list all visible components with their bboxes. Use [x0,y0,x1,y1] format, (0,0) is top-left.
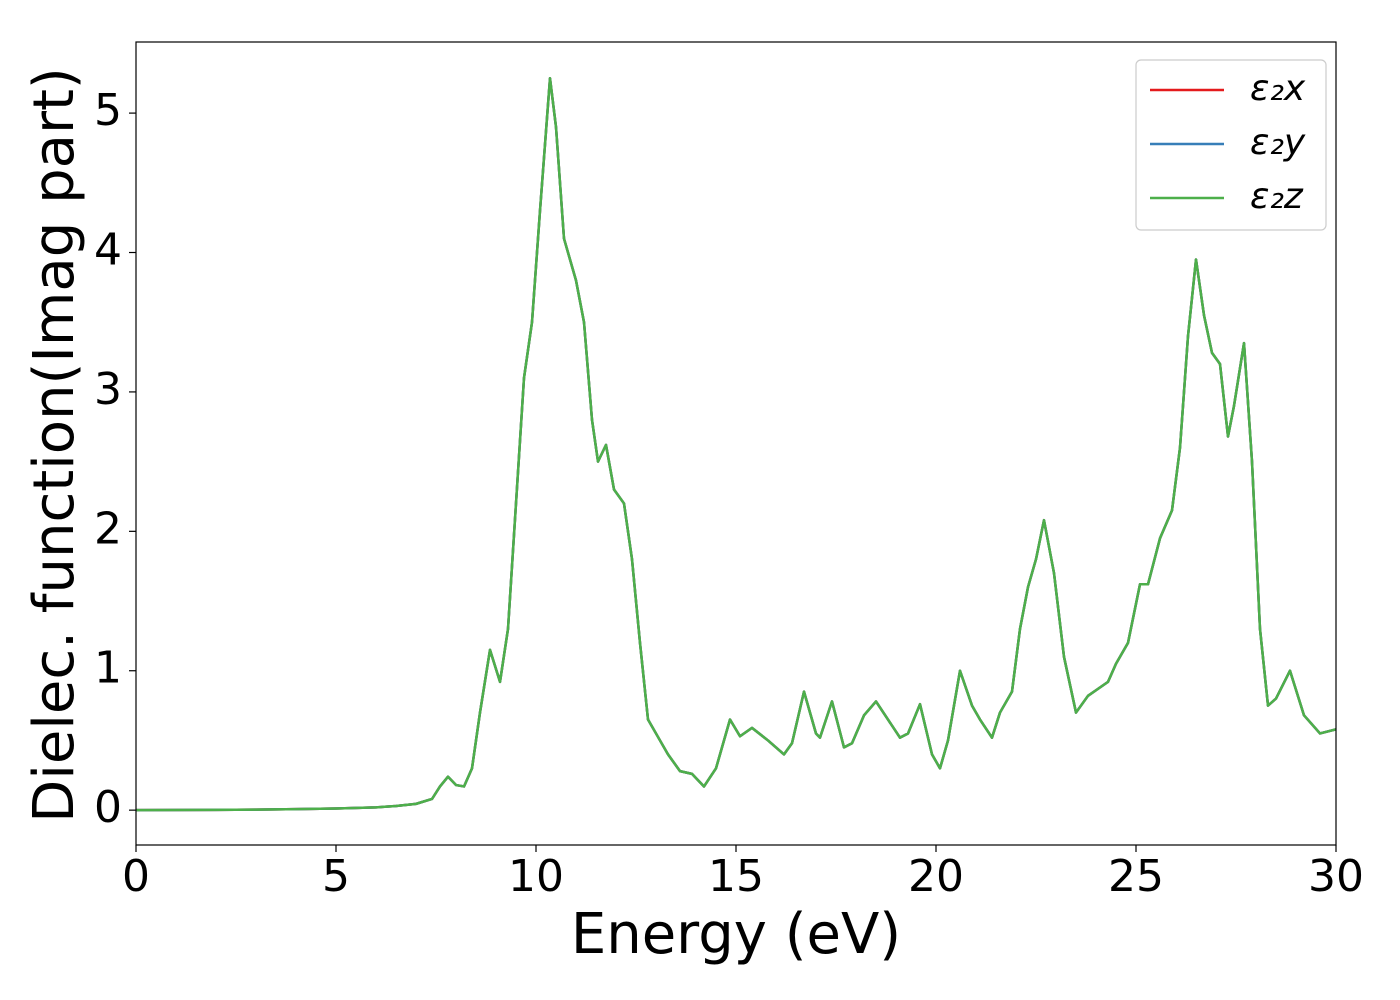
y-tick-label: 3 [94,364,122,415]
x-tick-label: 20 [908,851,964,902]
y-tick-label: 4 [94,225,122,276]
x-tick-label: 15 [708,851,764,902]
legend-box [1135,59,1327,231]
x-tick-label: 10 [508,851,564,902]
x-tick-label: 0 [122,851,150,902]
series-line [136,77,1336,812]
y-tick-label: 0 [94,782,122,833]
y-axis-label: Dielec. function(Imag part) [22,67,87,823]
y-tick-label: 5 [94,85,122,136]
x-tick-label: 5 [322,851,350,902]
x-axis-label: Energy (eV) [571,902,901,967]
x-tick-label: 25 [1108,851,1164,902]
x-tick-label: 30 [1308,851,1364,902]
legend-label: ε₂x [1250,68,1306,109]
legend-label: ε₂z [1250,176,1304,217]
y-tick-label: 1 [94,643,122,694]
plot-frame [135,41,1337,846]
legend-label: ε₂y [1250,122,1306,163]
y-tick-label: 2 [94,503,122,554]
